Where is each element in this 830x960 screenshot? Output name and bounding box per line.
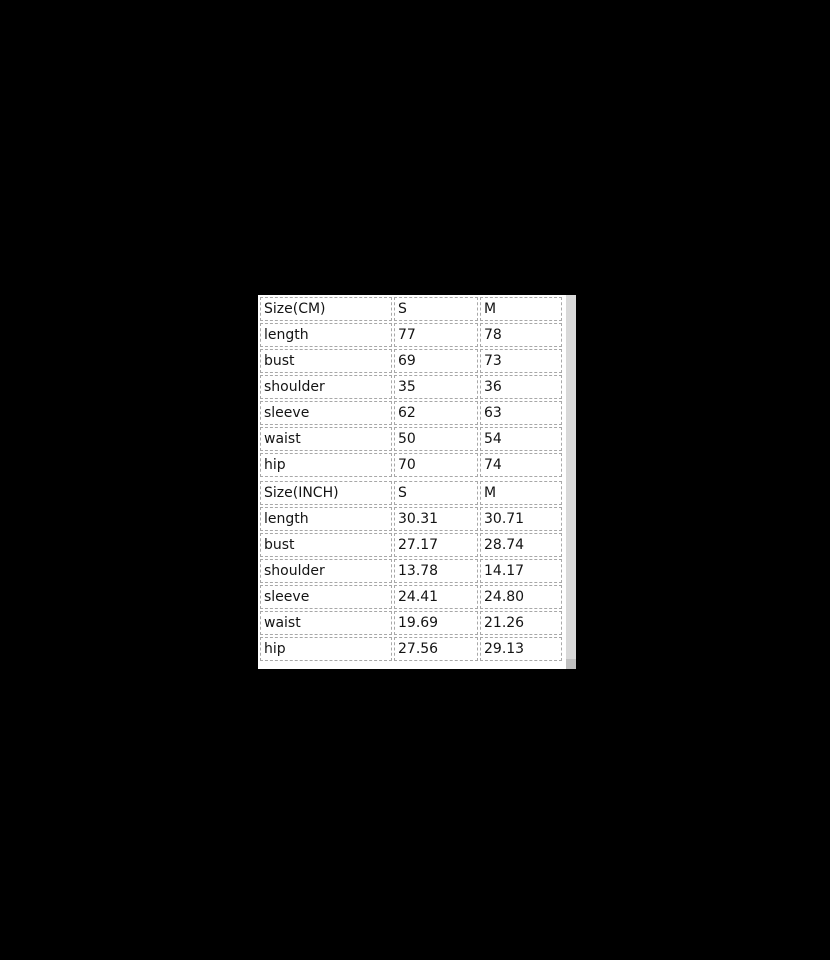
size-table-cm: Size(CM) S M length 77 78 bust 69 73 sho…: [258, 295, 564, 479]
row-label-cell: hip: [260, 453, 392, 477]
table-row: hip 70 74: [260, 453, 562, 477]
header-cell: S: [394, 481, 478, 505]
vertical-scrollbar[interactable]: [566, 295, 576, 669]
value-cell: 14.17: [480, 559, 562, 583]
row-label-cell: waist: [260, 611, 392, 635]
header-cell: Size(CM): [260, 297, 392, 321]
value-cell: 19.69: [394, 611, 478, 635]
header-cell: Size(INCH): [260, 481, 392, 505]
value-cell: 63: [480, 401, 562, 425]
table-row: Size(CM) S M: [260, 297, 562, 321]
row-label-cell: hip: [260, 637, 392, 661]
row-label-cell: sleeve: [260, 401, 392, 425]
row-label-cell: bust: [260, 533, 392, 557]
row-label-cell: length: [260, 507, 392, 531]
value-cell: 24.80: [480, 585, 562, 609]
table-row: length 30.31 30.71: [260, 507, 562, 531]
table-row: waist 50 54: [260, 427, 562, 451]
table-row: length 77 78: [260, 323, 562, 347]
value-cell: 36: [480, 375, 562, 399]
table-row: Size(INCH) S M: [260, 481, 562, 505]
value-cell: 54: [480, 427, 562, 451]
size-chart-panel: Size(CM) S M length 77 78 bust 69 73 sho…: [258, 295, 576, 669]
value-cell: 30.71: [480, 507, 562, 531]
row-label-cell: bust: [260, 349, 392, 373]
value-cell: 13.78: [394, 559, 478, 583]
header-cell: M: [480, 481, 562, 505]
row-label-cell: sleeve: [260, 585, 392, 609]
size-table-inch: Size(INCH) S M length 30.31 30.71 bust 2…: [258, 479, 564, 663]
table-row: sleeve 62 63: [260, 401, 562, 425]
table-row: shoulder 35 36: [260, 375, 562, 399]
row-label-cell: shoulder: [260, 375, 392, 399]
value-cell: 78: [480, 323, 562, 347]
header-cell: S: [394, 297, 478, 321]
table-row: bust 69 73: [260, 349, 562, 373]
row-label-cell: length: [260, 323, 392, 347]
value-cell: 27.56: [394, 637, 478, 661]
row-label-cell: waist: [260, 427, 392, 451]
table-row: shoulder 13.78 14.17: [260, 559, 562, 583]
header-cell: M: [480, 297, 562, 321]
value-cell: 50: [394, 427, 478, 451]
value-cell: 24.41: [394, 585, 478, 609]
value-cell: 28.74: [480, 533, 562, 557]
value-cell: 77: [394, 323, 478, 347]
value-cell: 74: [480, 453, 562, 477]
table-row: bust 27.17 28.74: [260, 533, 562, 557]
table-row: waist 19.69 21.26: [260, 611, 562, 635]
row-label-cell: shoulder: [260, 559, 392, 583]
value-cell: 70: [394, 453, 478, 477]
value-cell: 73: [480, 349, 562, 373]
value-cell: 29.13: [480, 637, 562, 661]
value-cell: 27.17: [394, 533, 478, 557]
scrollbar-thumb[interactable]: [566, 659, 576, 669]
value-cell: 21.26: [480, 611, 562, 635]
table-row: hip 27.56 29.13: [260, 637, 562, 661]
value-cell: 35: [394, 375, 478, 399]
value-cell: 69: [394, 349, 478, 373]
size-chart-scroll-area: Size(CM) S M length 77 78 bust 69 73 sho…: [258, 295, 566, 669]
table-row: sleeve 24.41 24.80: [260, 585, 562, 609]
value-cell: 62: [394, 401, 478, 425]
value-cell: 30.31: [394, 507, 478, 531]
